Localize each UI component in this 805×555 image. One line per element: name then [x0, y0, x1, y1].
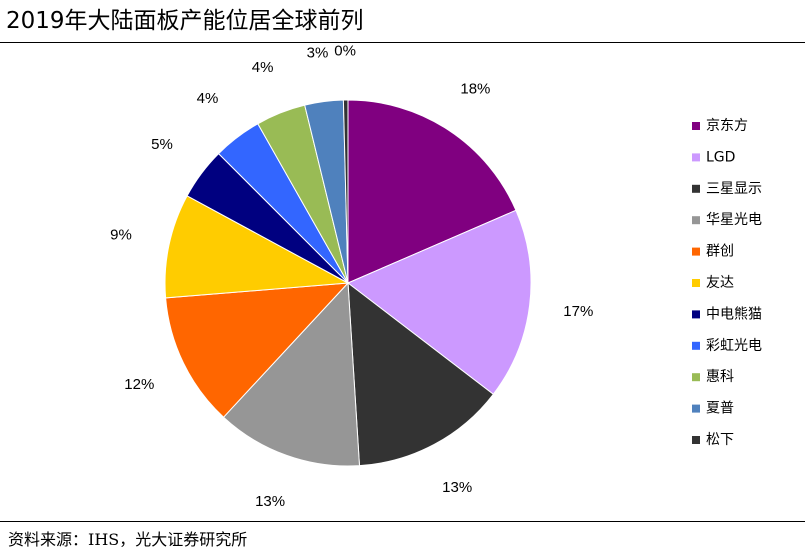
pie-slices [164, 99, 532, 467]
legend-label-0: 京东方 [706, 118, 748, 134]
legend-label-4: 群创 [706, 244, 734, 260]
legend-swatch-9 [692, 404, 700, 413]
source-divider [0, 521, 805, 522]
legend-label-1: LGD [706, 149, 735, 165]
pie-label-6: 5% [151, 136, 173, 153]
pie-slice-4 [165, 282, 350, 418]
pie-label-5: 9% [110, 227, 132, 244]
legend-swatch-1 [692, 153, 700, 162]
pie-label-9: 3% [307, 45, 329, 62]
legend-swatch-8 [692, 373, 700, 382]
title-divider [0, 42, 805, 43]
pie-slice-0 [347, 99, 517, 284]
legend-swatch-10 [692, 436, 700, 444]
pie-labels: 18% 17% 13% 13% 12% 9% 5% 4% 4% 3% 0% [110, 43, 593, 511]
pie-label-8: 4% [252, 59, 274, 76]
legend-label-8: 惠科 [706, 369, 734, 385]
pie-slice-1 [347, 209, 532, 395]
pie-label-10: 0% [334, 43, 356, 60]
pie-label-2: 13% [442, 479, 472, 496]
pie-label-7: 4% [197, 90, 219, 107]
pie-slice-3 [222, 281, 361, 467]
pie-slice-2 [347, 281, 495, 467]
source-note: 资料来源：IHS，光大证券研究所 [8, 530, 248, 549]
legend-label-9: 夏普 [706, 401, 734, 417]
legend-label-3: 华星光电 [706, 212, 762, 228]
pie-label-3: 13% [255, 493, 285, 510]
legend-label-7: 彩虹光电 [706, 338, 762, 354]
legend-label-10: 松下 [706, 432, 734, 448]
pie-label-4: 12% [124, 376, 154, 393]
legend-label-6: 中电熊猫 [706, 306, 762, 322]
legend-swatch-0 [692, 122, 700, 130]
pie-slice-5 [164, 195, 350, 299]
legend-label-5: 友达 [706, 275, 734, 291]
legend-label-2: 三星显示 [706, 181, 762, 197]
pie-label-0: 18% [460, 81, 490, 98]
pie-slice-10 [342, 99, 349, 284]
legend-swatch-3 [692, 216, 700, 225]
legend-swatch-6 [692, 310, 700, 319]
pie-label-1: 17% [563, 303, 593, 320]
legend-swatch-2 [692, 184, 700, 193]
chart-title: 2019年大陆面板产能位居全球前列 [6, 8, 364, 34]
legend-swatch-5 [692, 279, 700, 287]
legend-swatch-7 [692, 341, 700, 350]
legend-swatch-4 [692, 247, 700, 256]
